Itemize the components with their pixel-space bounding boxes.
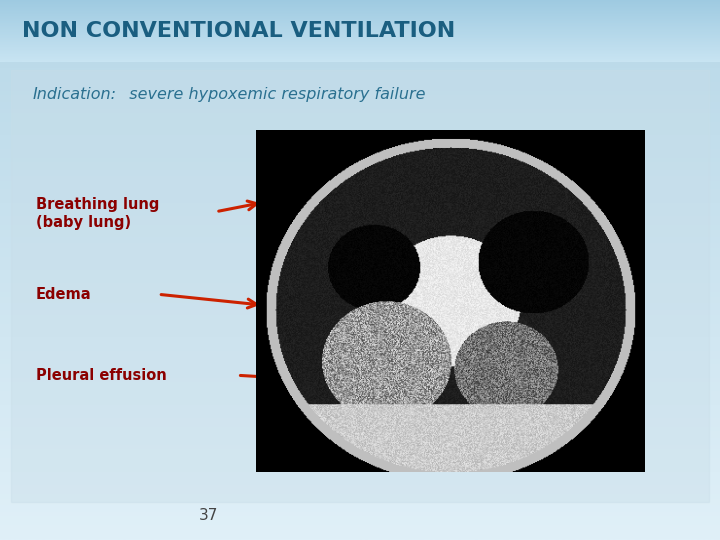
Text: Indication:: Indication: <box>32 87 117 102</box>
Text: Edema: Edema <box>36 287 91 302</box>
Text: NON CONVENTIONAL VENTILATION: NON CONVENTIONAL VENTILATION <box>22 21 455 41</box>
Text: 37: 37 <box>199 508 218 523</box>
Text: Breathing lung
(baby lung): Breathing lung (baby lung) <box>36 197 159 230</box>
Text: Pleural effusion: Pleural effusion <box>36 368 167 383</box>
Text: ARDS   ( CT ): ARDS ( CT ) <box>432 138 581 159</box>
Bar <box>11 70 709 502</box>
Text: severe hypoxemic respiratory failure: severe hypoxemic respiratory failure <box>119 87 426 102</box>
